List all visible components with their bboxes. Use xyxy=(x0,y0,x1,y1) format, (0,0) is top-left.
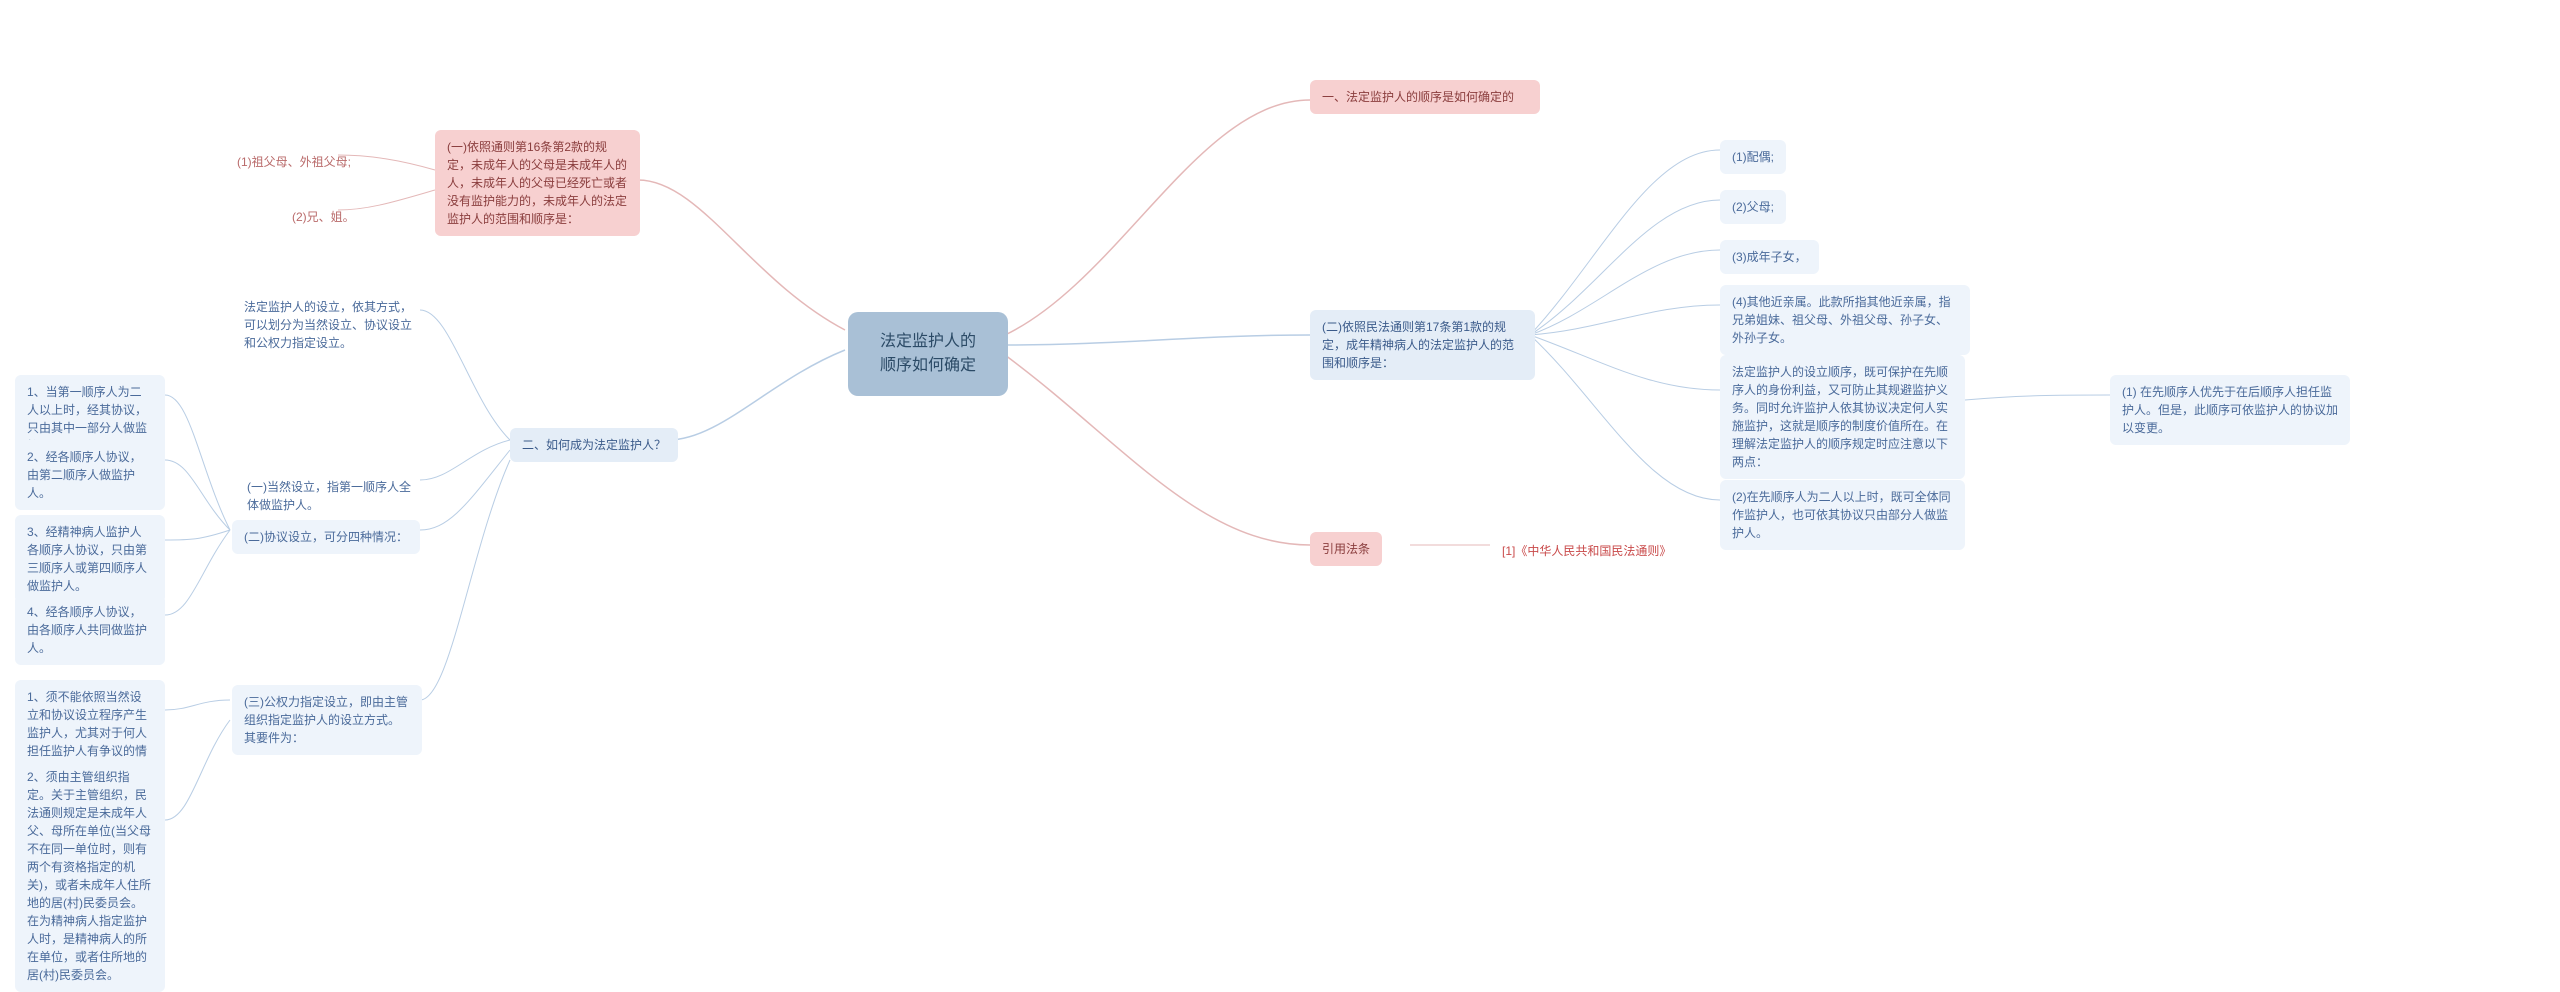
l2-1: (一)当然设立，指第一顺序人全体做监护人。 xyxy=(235,470,425,522)
r2-c4: (4)其他近亲属。此款所指其他近亲属，指兄弟姐妹、祖父母、外祖父母、孙子女、外孙… xyxy=(1720,285,1970,355)
l1-c2: (2)兄、姐。 xyxy=(280,200,367,234)
l1: (一)依照通则第16条第2款的规定，未成年人的父母是未成年人的人，未成年人的父母… xyxy=(435,130,640,236)
r2-c3: (3)成年子女， xyxy=(1720,240,1819,274)
l2-2-c4: 4、经各顺序人协议，由各顺序人共同做监护人。 xyxy=(15,595,165,665)
l2-top: 法定监护人的设立，依其方式，可以划分为当然设立、协议设立和公权力指定设立。 xyxy=(232,290,427,360)
r3: 引用法条 xyxy=(1310,532,1382,566)
l2: 二、如何成为法定监护人？ xyxy=(510,428,678,462)
r3-child: [1]《中华人民共和国民法通则》 xyxy=(1490,534,1683,568)
l2-2-c3: 3、经精神病人监护人各顺序人协议，只由第三顺序人或第四顺序人做监护人。 xyxy=(15,515,165,603)
r2-c2: (2)父母; xyxy=(1720,190,1786,224)
r2: (二)依照民法通则第17条第1款的规定，成年精神病人的法定监护人的范围和顺序是： xyxy=(1310,310,1535,380)
r2-c5-2: (2)在先顺序人为二人以上时，既可全体同作监护人，也可依其协议只由部分人做监护人… xyxy=(1720,480,1965,550)
r1: 一、法定监护人的顺序是如何确定的 xyxy=(1310,80,1540,114)
r2-c1: (1)配偶; xyxy=(1720,140,1786,174)
l2-3: (三)公权力指定设立，即由主管组织指定监护人的设立方式。其要件为： xyxy=(232,685,422,755)
r2-c5-1: (1) 在先顺序人优先于在后顺序人担任监护人。但是，此顺序可依监护人的协议加以变… xyxy=(2110,375,2350,445)
l1-c1: (1)祖父母、外祖父母; xyxy=(225,145,363,179)
r2-c5: 法定监护人的设立顺序，既可保护在先顺序人的身份利益，又可防止其规避监护义务。同时… xyxy=(1720,355,1965,479)
l2-2: (二)协议设立，可分四种情况： xyxy=(232,520,420,554)
l2-2-c2: 2、经各顺序人协议，由第二顺序人做监护人。 xyxy=(15,440,165,510)
center-node: 法定监护人的顺序如何确定 xyxy=(848,312,1008,396)
l2-3-c2: 2、须由主管组织指定。关于主管组织，民法通则规定是未成年人父、母所在单位(当父母… xyxy=(15,760,165,992)
